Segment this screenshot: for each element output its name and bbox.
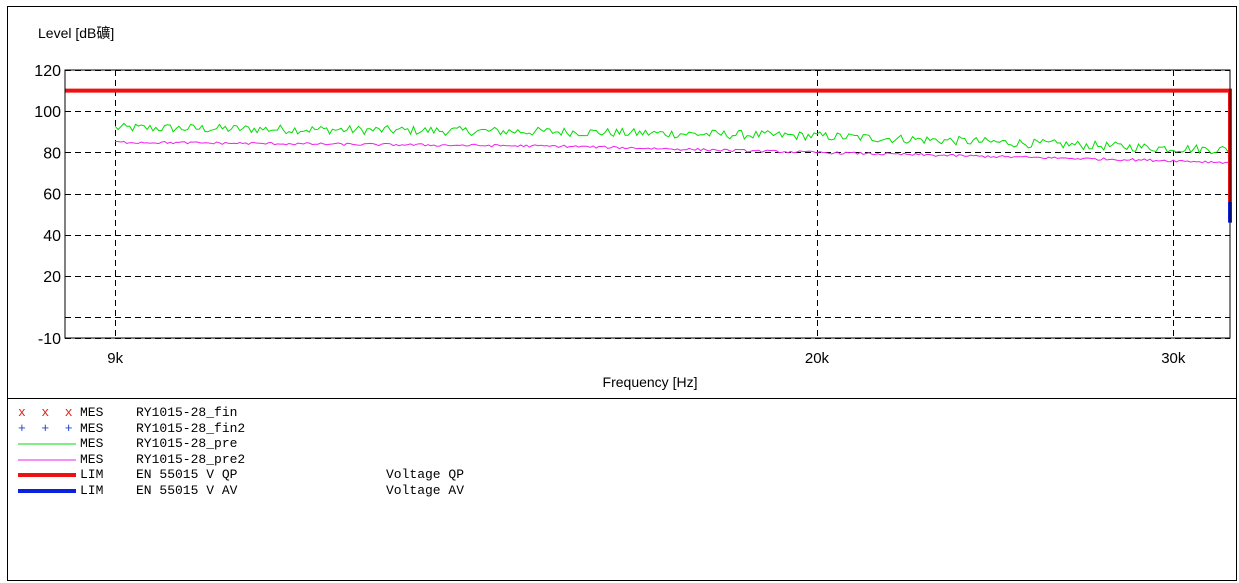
plus-marker-symbol: + + +: [18, 420, 73, 436]
y-tick-label: -10: [38, 331, 61, 348]
legend-series-name: RY1015-28_fin2: [136, 420, 246, 436]
legend-series-name: EN 55015 V QP: [136, 467, 238, 482]
legend-series-name: RY1015-28_pre2: [136, 451, 246, 467]
x-tick-label: 9k: [107, 350, 123, 367]
legend-tag: MES: [80, 436, 104, 451]
y-tick-label: 40: [43, 228, 61, 245]
legend-line-swatch: [18, 443, 76, 445]
legend-tag: MES: [80, 405, 104, 420]
chart-frame: [7, 6, 1237, 581]
grid-lines: [65, 70, 1230, 339]
legend-series-name: EN 55015 V AV: [136, 482, 238, 498]
x-marker-symbol: x x x: [18, 405, 73, 420]
series-layer: [65, 88, 1232, 325]
legend-description: Voltage AV: [386, 482, 465, 498]
legend-tag: LIM: [80, 467, 104, 482]
legend-line-swatch: [18, 488, 76, 493]
legend-tag: MES: [80, 451, 104, 467]
legend-series-name: RY1015-28_pre: [136, 436, 238, 451]
y-tick-label: 20: [43, 269, 61, 286]
legend-line-swatch: [18, 459, 76, 460]
legend-tag: LIM: [80, 482, 104, 498]
y-tick-label: 120: [34, 63, 61, 80]
plot-border: [64, 69, 1231, 339]
x-tick-label: 30k: [1161, 350, 1186, 367]
series-ry1015-28-pre2: [115, 140, 1231, 325]
legend-series-name: RY1015-28_fin: [136, 405, 238, 420]
y-tick-label: 100: [34, 104, 61, 121]
x-axis-label: Frequency [Hz]: [603, 374, 698, 390]
x-tick-labels: 9k20k30k40k60k100k200k300k500k1M2M3M4M6M…: [107, 350, 1186, 367]
y-tick-label: 60: [43, 187, 61, 204]
legend-line-swatch: [18, 473, 76, 477]
legend-description: Voltage QP: [386, 467, 465, 482]
legend-tag: MES: [80, 420, 104, 436]
y-tick-label: 80: [43, 145, 61, 162]
y-tick-labels: 120 100 80 60 40 20 -10: [34, 63, 61, 348]
x-tick-label: 20k: [805, 350, 830, 367]
series-en-55015-v-qp: [65, 88, 1232, 202]
y-axis-label: Level [dB礦]: [38, 25, 114, 41]
legend-divider: [7, 398, 1237, 399]
